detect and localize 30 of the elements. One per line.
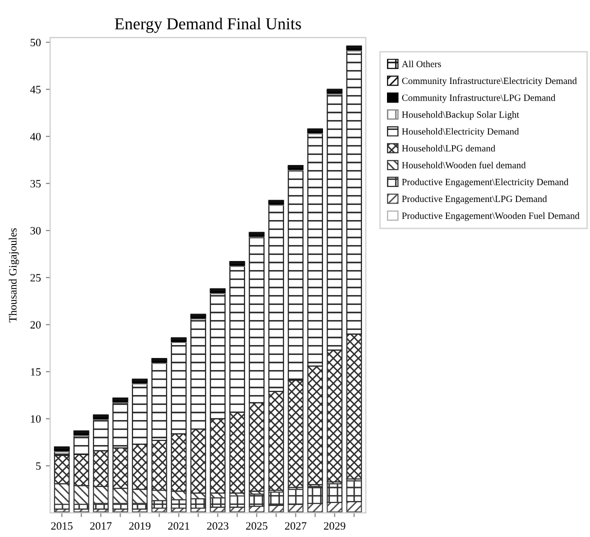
legend-label: Community Infrastructure\LPG Demand xyxy=(402,94,556,103)
y-tick-label: 30 xyxy=(30,226,41,234)
x-tick-label: 2017 xyxy=(90,522,112,530)
y-tick-label: 5 xyxy=(36,462,41,470)
x-tick-label: 2015 xyxy=(51,522,73,530)
y-tick-label: 35 xyxy=(30,180,41,188)
legend-label: All Others xyxy=(402,60,441,68)
legend-label: Household\Electricity Demand xyxy=(402,128,519,137)
y-axis-title: Thousand Gigajoules xyxy=(8,228,19,322)
legend-label: Household\Backup Solar Light xyxy=(402,111,520,120)
legend-label: Productive Engagement\Electricity Demand xyxy=(402,178,568,188)
chart-title: Energy Demand Final Units xyxy=(114,18,301,33)
y-tick-label: 45 xyxy=(30,86,41,94)
y-tick-label: 25 xyxy=(30,274,41,282)
legend-label: Community Infrastructure\Electricity Demand xyxy=(402,77,577,86)
x-tick-label: 2027 xyxy=(285,522,306,530)
y-tick-label: 20 xyxy=(30,321,41,329)
legend-label: Household\LPG demand xyxy=(402,144,496,152)
x-tick-label: 2025 xyxy=(246,522,268,530)
legend-label: Productive Engagement\LPG Demand xyxy=(402,195,547,204)
legend-label: Household\Wooden fuel demand xyxy=(402,162,526,168)
x-tick-label: 2019 xyxy=(129,522,150,530)
y-tick-label: 10 xyxy=(30,415,41,423)
y-tick-label: 15 xyxy=(30,368,41,376)
y-tick-label: 50 xyxy=(30,38,41,46)
legend-label: Productive Engagement\Wooden Fuel Demand xyxy=(402,212,580,221)
x-tick-label: 2029 xyxy=(324,522,346,530)
y-tick-label: 40 xyxy=(30,132,41,140)
x-tick-label: 2021 xyxy=(168,522,190,530)
x-tick-label: 2023 xyxy=(207,522,228,530)
